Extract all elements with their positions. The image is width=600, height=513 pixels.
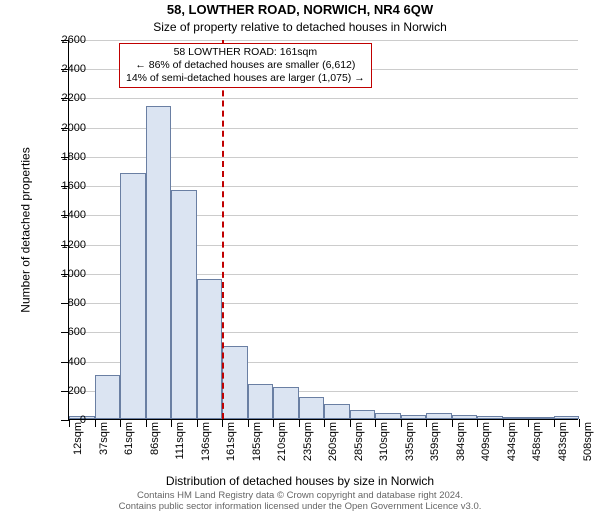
x-axis-label: Distribution of detached houses by size … (0, 474, 600, 488)
x-tick (503, 419, 504, 427)
x-tick-label: 335sqm (404, 422, 416, 472)
histogram-bar (375, 413, 401, 419)
x-tick-label: 508sqm (582, 422, 594, 472)
y-tick-label: 2400 (44, 63, 86, 75)
footer-text: Contains HM Land Registry data © Crown c… (0, 490, 600, 513)
x-tick (554, 419, 555, 427)
x-tick-label: 285sqm (353, 422, 365, 472)
histogram-bar (171, 190, 197, 419)
x-tick (222, 419, 223, 427)
x-tick-label: 111sqm (174, 422, 186, 472)
y-tick-label: 1600 (44, 180, 86, 192)
x-tick-label: 185sqm (251, 422, 263, 472)
x-tick-label: 434sqm (506, 422, 518, 472)
y-tick-label: 1000 (44, 268, 86, 280)
x-tick-label: 359sqm (429, 422, 441, 472)
x-tick (324, 419, 325, 427)
x-tick (477, 419, 478, 427)
x-tick (248, 419, 249, 427)
y-tick-label: 2000 (44, 122, 86, 134)
y-tick-label: 400 (44, 356, 86, 368)
reference-line (222, 40, 224, 419)
x-tick-label: 384sqm (455, 422, 467, 472)
info-line-2: ← 86% of detached houses are smaller (6,… (126, 59, 365, 72)
y-tick-label: 1800 (44, 151, 86, 163)
info-line-1: 58 LOWTHER ROAD: 161sqm (126, 46, 365, 59)
x-tick (528, 419, 529, 427)
x-tick (579, 419, 580, 427)
x-tick (375, 419, 376, 427)
histogram-bar (120, 173, 146, 419)
histogram-bar (350, 410, 376, 419)
grid-line (69, 98, 578, 99)
x-tick-label: 409sqm (480, 422, 492, 472)
x-tick (273, 419, 274, 427)
histogram-bar (426, 413, 452, 419)
chart-container: 58, LOWTHER ROAD, NORWICH, NR4 6QW Size … (0, 0, 600, 500)
histogram-bar (324, 404, 350, 419)
y-axis-label-wrap: Number of detached properties (18, 40, 34, 420)
x-tick (426, 419, 427, 427)
x-tick-label: 310sqm (378, 422, 390, 472)
histogram-bar (452, 415, 478, 419)
histogram-bar (477, 416, 503, 419)
histogram-bar (528, 417, 554, 419)
x-tick-label: 235sqm (302, 422, 314, 472)
histogram-bar (222, 346, 248, 419)
x-tick-label: 12sqm (72, 422, 84, 472)
histogram-bar (401, 415, 427, 419)
chart-subtitle: Size of property relative to detached ho… (0, 20, 600, 34)
histogram-bar (554, 416, 580, 419)
histogram-bar (248, 384, 274, 419)
histogram-bar (197, 279, 223, 419)
x-tick-label: 260sqm (327, 422, 339, 472)
x-tick (197, 419, 198, 427)
x-tick (401, 419, 402, 427)
x-tick-label: 86sqm (149, 422, 161, 472)
info-box: 58 LOWTHER ROAD: 161sqm ← 86% of detache… (119, 43, 372, 88)
histogram-bar (503, 417, 529, 419)
x-tick-label: 483sqm (557, 422, 569, 472)
info-line-3: 14% of semi-detached houses are larger (… (126, 72, 365, 85)
histogram-bar (146, 106, 172, 419)
grid-line (69, 40, 578, 41)
y-axis-label: Number of detached properties (19, 147, 33, 312)
y-tick-label: 200 (44, 385, 86, 397)
histogram-bar (299, 397, 325, 419)
x-tick (171, 419, 172, 427)
y-tick-label: 2200 (44, 92, 86, 104)
x-tick (299, 419, 300, 427)
x-tick-label: 61sqm (123, 422, 135, 472)
x-tick (120, 419, 121, 427)
y-tick-label: 2600 (44, 34, 86, 46)
footer-line-2: Contains public sector information licen… (0, 501, 600, 512)
histogram-bar (95, 375, 121, 419)
x-tick (95, 419, 96, 427)
x-tick-label: 37sqm (98, 422, 110, 472)
y-tick-label: 1200 (44, 239, 86, 251)
page-title: 58, LOWTHER ROAD, NORWICH, NR4 6QW (0, 2, 600, 17)
histogram-bar (273, 387, 299, 419)
y-tick-label: 600 (44, 326, 86, 338)
x-tick-label: 136sqm (200, 422, 212, 472)
y-tick-label: 1400 (44, 209, 86, 221)
y-tick-label: 800 (44, 297, 86, 309)
x-tick (146, 419, 147, 427)
x-tick-label: 210sqm (276, 422, 288, 472)
x-tick-label: 161sqm (225, 422, 237, 472)
x-tick (350, 419, 351, 427)
plot-area: 58 LOWTHER ROAD: 161sqm ← 86% of detache… (68, 40, 578, 420)
x-tick (452, 419, 453, 427)
x-tick-label: 458sqm (531, 422, 543, 472)
